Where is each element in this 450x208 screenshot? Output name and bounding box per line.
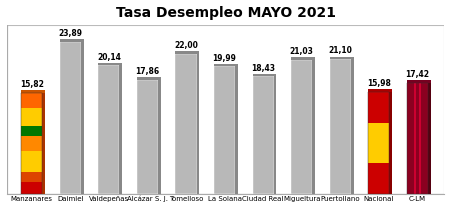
Bar xyxy=(291,60,312,194)
Bar xyxy=(330,59,351,194)
Bar xyxy=(60,42,81,194)
Bar xyxy=(214,64,238,66)
Bar xyxy=(21,172,42,182)
Bar xyxy=(407,80,431,83)
Text: 15,82: 15,82 xyxy=(20,80,44,89)
Bar xyxy=(7,25,445,194)
Text: 20,14: 20,14 xyxy=(97,53,121,62)
Bar xyxy=(252,74,276,76)
Bar xyxy=(21,151,42,172)
Bar xyxy=(368,92,389,123)
Bar xyxy=(137,77,161,80)
Bar xyxy=(274,76,276,194)
Bar xyxy=(176,51,199,54)
Bar xyxy=(42,93,45,194)
Bar xyxy=(414,83,416,194)
Bar xyxy=(368,123,389,163)
Bar xyxy=(419,83,421,194)
Bar xyxy=(312,60,315,194)
Bar xyxy=(407,83,428,194)
Bar xyxy=(214,66,235,194)
Bar xyxy=(351,59,354,194)
Text: 21,03: 21,03 xyxy=(290,47,314,56)
Bar xyxy=(21,108,42,126)
Bar xyxy=(119,66,122,194)
Bar xyxy=(407,83,428,194)
Bar xyxy=(368,92,389,194)
Bar xyxy=(176,54,197,194)
Text: 15,98: 15,98 xyxy=(367,79,391,88)
Text: 18,43: 18,43 xyxy=(251,63,275,73)
Text: 17,42: 17,42 xyxy=(405,70,429,79)
Text: 22,00: 22,00 xyxy=(174,41,198,50)
Bar xyxy=(81,42,84,194)
Bar xyxy=(368,163,389,194)
Bar xyxy=(252,76,274,194)
Bar xyxy=(98,63,122,66)
Bar xyxy=(137,80,158,194)
Bar xyxy=(158,80,161,194)
Bar xyxy=(21,90,45,93)
Bar xyxy=(21,182,42,194)
Bar xyxy=(368,89,392,92)
Bar xyxy=(98,66,119,194)
Text: 23,89: 23,89 xyxy=(58,29,82,38)
Bar xyxy=(21,136,42,151)
Bar xyxy=(389,92,392,194)
Bar xyxy=(291,57,315,60)
Bar xyxy=(428,83,431,194)
Bar xyxy=(60,39,84,42)
Bar xyxy=(21,126,42,136)
Text: 21,10: 21,10 xyxy=(328,47,352,56)
Bar xyxy=(197,54,199,194)
Bar xyxy=(330,57,354,59)
Bar xyxy=(235,66,238,194)
Bar xyxy=(21,93,42,108)
Title: Tasa Desempleo MAYO 2021: Tasa Desempleo MAYO 2021 xyxy=(116,6,336,20)
Text: 17,86: 17,86 xyxy=(135,67,159,76)
Text: 19,99: 19,99 xyxy=(212,54,237,63)
Bar xyxy=(21,93,42,194)
